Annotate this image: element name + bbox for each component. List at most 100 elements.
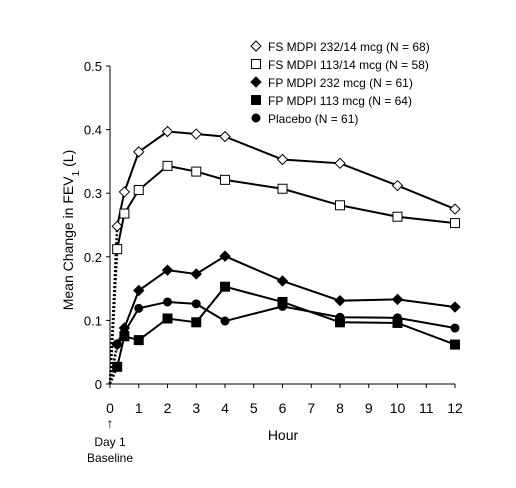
legend-label: Placebo (N = 61) — [268, 112, 358, 126]
data-point — [190, 268, 202, 280]
legend-marker — [250, 40, 262, 52]
x-ticks: 0 1 2 3 4 5 6 7 8 9 10 11 12 — [106, 384, 463, 416]
data-point — [219, 130, 231, 143]
series-line — [116, 285, 456, 368]
legend: FS MDPI 232/14 mcg (N = 68) FS MDPI 113/1… — [250, 40, 430, 126]
y-axis-label-unit: (L) — [60, 150, 76, 167]
data-point — [220, 316, 230, 326]
series-line — [116, 130, 456, 227]
data-point — [219, 250, 231, 262]
y-tick-label: 0.3 — [84, 186, 102, 201]
x-tick-label: 3 — [192, 400, 200, 416]
data-point — [277, 183, 288, 194]
y-ticks: 0 0.1 0.2 0.3 0.4 0.5 — [84, 59, 110, 392]
data-point — [163, 297, 172, 307]
series-4 — [108, 281, 460, 385]
series-2 — [108, 160, 460, 385]
data-point — [161, 264, 174, 276]
data-point — [450, 323, 460, 333]
y-axis-label-main: Mean Change in FEV — [60, 176, 76, 311]
baseline-label-line2: Baseline — [87, 451, 133, 465]
data-point — [391, 293, 404, 306]
data-point — [393, 313, 402, 323]
legend-marker — [251, 95, 261, 105]
data-point — [334, 157, 346, 170]
y-tick-label: 0.4 — [84, 123, 102, 138]
legend-label: FS MDPI 232/14 mcg (N = 68) — [268, 40, 430, 54]
data-point — [133, 335, 144, 346]
data-point — [112, 339, 122, 349]
legend-item: FS MDPI 232/14 mcg (N = 68) — [250, 40, 430, 54]
baseline-annotation: ↑ Day 1 Baseline — [87, 415, 133, 465]
data-point — [276, 153, 289, 166]
series-5 — [108, 297, 460, 385]
legend-label: FP MDPI 113 mcg (N = 64) — [268, 94, 412, 108]
x-tick-label: 10 — [390, 400, 406, 416]
data-point — [450, 339, 460, 350]
x-tick-label: 8 — [336, 400, 344, 416]
x-tick-label: 1 — [135, 400, 143, 416]
y-tick-label: 0.1 — [84, 313, 102, 328]
data-point — [111, 220, 123, 232]
x-tick-label: 0 — [106, 400, 114, 416]
data-point — [119, 327, 129, 337]
data-point — [391, 179, 404, 192]
data-point — [449, 203, 461, 215]
data-point — [190, 128, 202, 140]
data-point — [191, 299, 201, 309]
y-tick-label: 0 — [95, 377, 102, 392]
x-tick-label: 4 — [221, 400, 229, 416]
legend-label: FP MDPI 232 mcg (N = 61) — [268, 76, 413, 90]
y-tick-label: 0.2 — [84, 250, 102, 265]
data-point — [335, 312, 345, 322]
legend-marker — [251, 59, 261, 69]
data-point — [118, 186, 131, 198]
data-point — [133, 185, 144, 196]
y-tick-label: 0.5 — [84, 59, 102, 74]
series-line — [116, 164, 456, 250]
data-point — [162, 160, 173, 171]
legend-item: FS MDPI 113/14 mcg (N = 58) — [251, 58, 429, 72]
data-point — [191, 166, 202, 177]
series-dotted-segment — [108, 343, 119, 385]
legend-marker — [250, 76, 262, 88]
y-axis-label: Mean Change in FEV1 (L) — [60, 150, 82, 311]
data-point — [161, 125, 174, 138]
data-point — [450, 218, 460, 229]
x-axis-label: Hour — [268, 427, 299, 443]
x-tick-label: 7 — [307, 400, 315, 416]
legend-item: FP MDPI 232 mcg (N = 61) — [250, 76, 413, 90]
x-tick-label: 6 — [279, 400, 287, 416]
data-point — [276, 275, 289, 287]
data-point — [220, 174, 230, 185]
legend-marker — [251, 113, 261, 123]
data-point — [335, 200, 345, 211]
x-tick-label: 5 — [250, 400, 258, 416]
data-point — [119, 208, 130, 219]
series-1 — [108, 125, 461, 385]
data-point — [133, 146, 145, 158]
x-tick-label: 12 — [447, 400, 463, 416]
legend-item: Placebo (N = 61) — [251, 112, 358, 126]
data-point — [392, 211, 403, 222]
data-point — [334, 294, 346, 307]
x-tick-label: 2 — [164, 400, 172, 416]
data-point — [449, 301, 461, 313]
data-point — [162, 313, 173, 324]
series-dotted-segment — [108, 249, 119, 385]
data-point — [134, 303, 144, 313]
data-point — [112, 244, 123, 255]
series-line — [116, 300, 456, 345]
legend-item: FP MDPI 113 mcg (N = 64) — [251, 94, 412, 108]
legend-label: FS MDPI 113/14 mcg (N = 58) — [268, 58, 429, 72]
baseline-label-line1: Day 1 — [94, 435, 126, 449]
data-point — [133, 284, 145, 297]
data-point — [278, 301, 287, 311]
series-layer — [108, 125, 461, 385]
series-line — [116, 255, 456, 345]
baseline-arrow: ↑ — [107, 415, 114, 431]
x-tick-label: 11 — [419, 400, 434, 416]
series-dotted-segment — [108, 366, 119, 385]
y-axis-label-subscript: 1 — [71, 170, 82, 176]
